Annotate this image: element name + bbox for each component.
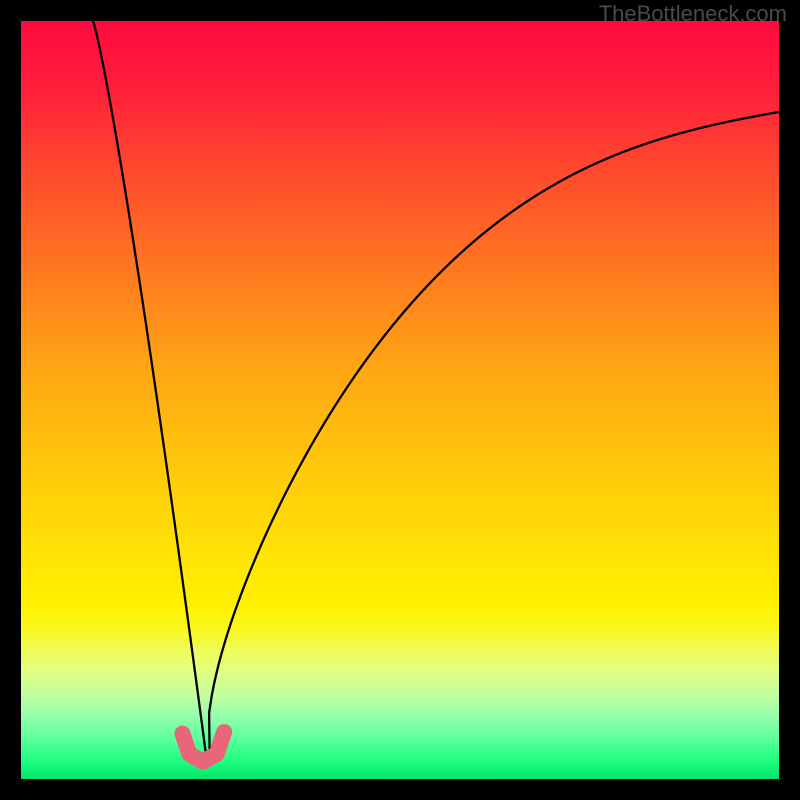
chart-svg xyxy=(21,21,779,779)
gradient-background xyxy=(21,21,779,779)
chart-frame: TheBottleneck.com xyxy=(0,0,800,800)
plot-area xyxy=(21,21,779,779)
